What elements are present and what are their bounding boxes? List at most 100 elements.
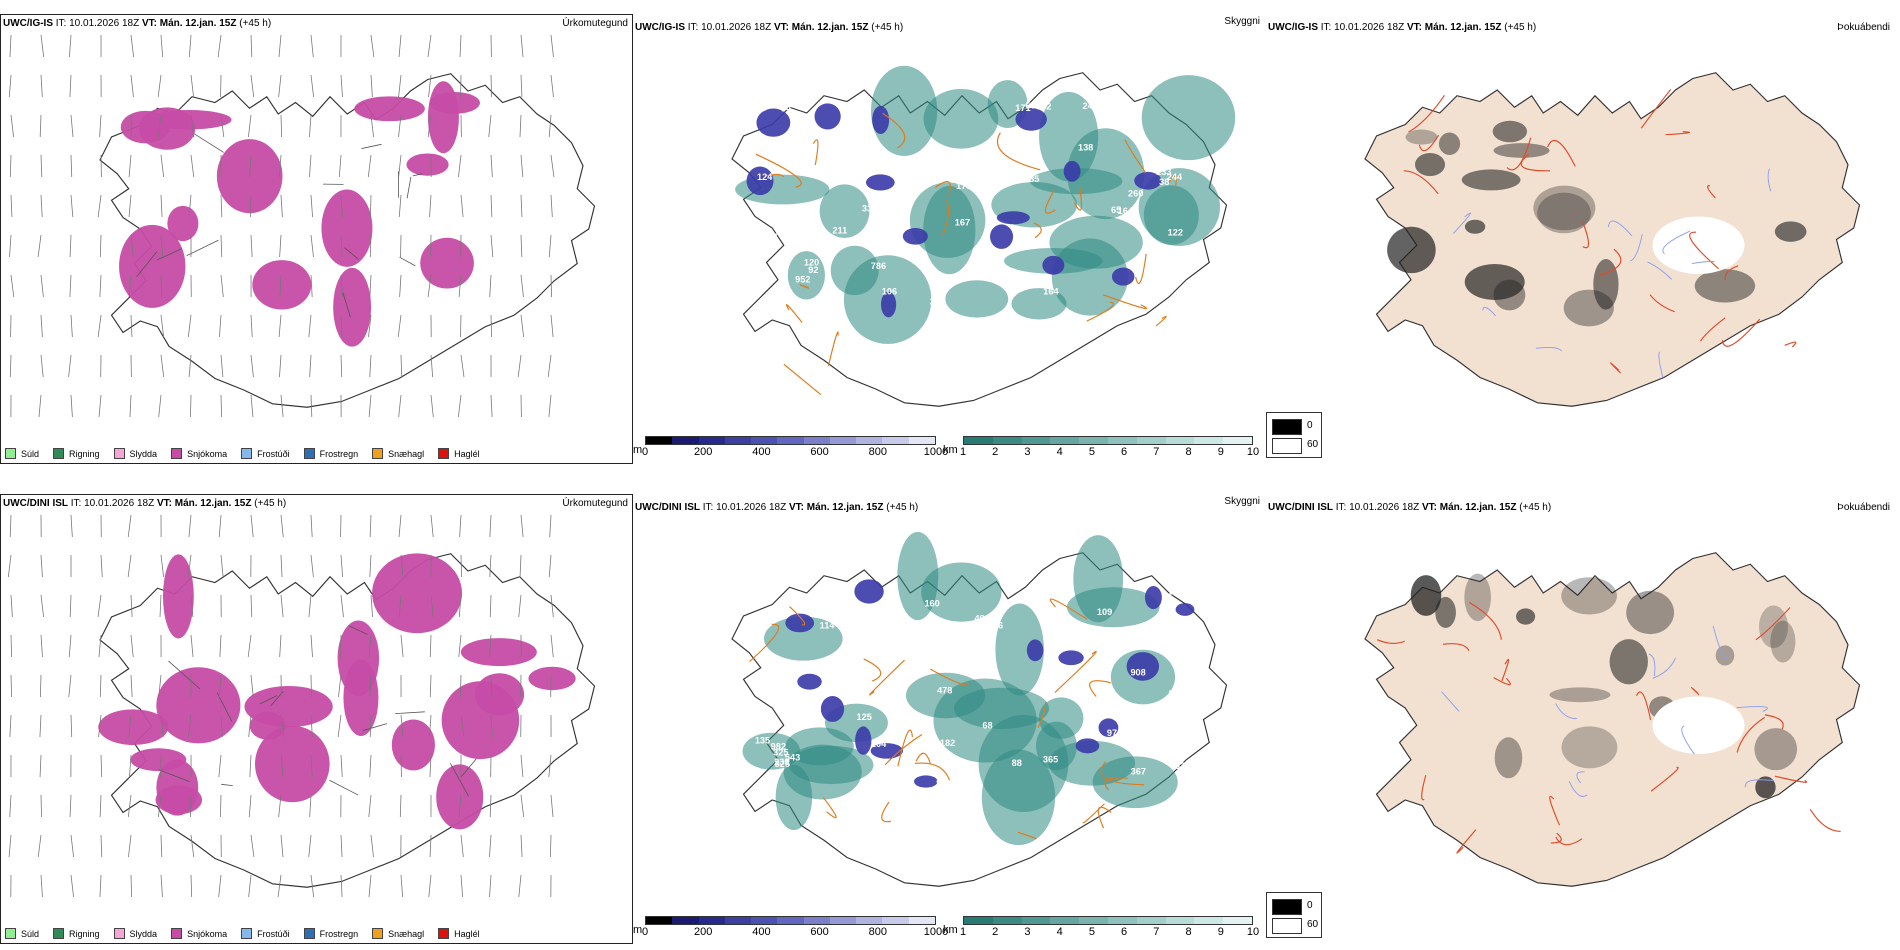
fog-map-group bbox=[1364, 72, 1861, 407]
wind-barb bbox=[520, 514, 524, 538]
fog-area bbox=[1461, 169, 1521, 191]
visibility-color-step bbox=[1223, 437, 1252, 444]
wind-barb bbox=[130, 34, 135, 58]
cloudbase-label: 976 bbox=[1180, 628, 1195, 638]
cloudbase-label: 231 bbox=[884, 156, 899, 166]
road-line bbox=[1089, 680, 1111, 697]
cloudbase-label: 260 bbox=[1128, 189, 1143, 199]
low-cloudbase-area bbox=[1026, 639, 1044, 662]
low-visibility-area bbox=[1011, 288, 1067, 320]
road-line bbox=[822, 797, 837, 819]
road-line bbox=[783, 364, 822, 396]
cloudbase-label: 178 bbox=[956, 181, 971, 191]
wind-barb bbox=[160, 554, 164, 578]
road-line bbox=[1649, 294, 1675, 313]
visibility-color-step bbox=[1079, 917, 1108, 924]
wind-barb bbox=[219, 634, 222, 658]
river-line bbox=[1568, 781, 1588, 797]
cloudbase-label: 365 bbox=[1043, 754, 1058, 764]
region-border bbox=[194, 133, 224, 153]
visibility-color-step bbox=[1136, 437, 1166, 444]
snow-area bbox=[436, 764, 484, 830]
wind-barb bbox=[460, 354, 465, 378]
visibility-color-step bbox=[1050, 437, 1080, 444]
wind-barb bbox=[550, 314, 554, 338]
wind-barb bbox=[550, 194, 553, 218]
river-line bbox=[1767, 168, 1772, 192]
road-line bbox=[1809, 809, 1841, 833]
river-line bbox=[1745, 779, 1775, 788]
panel-header: UWC/IG-IS IT: 10.01.2026 18Z VT: Mán. 12… bbox=[1268, 22, 1536, 34]
wind-barb bbox=[370, 834, 374, 858]
cloudbase-color-step bbox=[751, 917, 778, 924]
wind-barb bbox=[427, 114, 432, 138]
wind-barb bbox=[340, 554, 344, 578]
low-cloudbase-area bbox=[902, 227, 928, 245]
low-cloudbase-area bbox=[855, 726, 872, 755]
cloudbase-color-step bbox=[856, 437, 883, 444]
wind-barb bbox=[40, 274, 44, 298]
road-line bbox=[1555, 836, 1583, 846]
cloudbase-tick: 0 bbox=[641, 926, 649, 938]
wind-barb bbox=[8, 74, 12, 98]
visibility-color-step bbox=[1194, 917, 1224, 924]
init-time: 10.01.2026 18Z bbox=[701, 22, 772, 33]
cloudbase-label: 114 bbox=[820, 620, 836, 630]
cloudbase-label: 244 bbox=[1167, 172, 1183, 182]
visibility-color-step bbox=[1021, 437, 1051, 444]
cloudbase-label: 367 bbox=[1131, 767, 1146, 777]
river-line bbox=[1648, 653, 1656, 677]
cloudbase-label: 21 bbox=[768, 232, 778, 242]
road-line bbox=[1102, 294, 1147, 310]
wind-barb bbox=[250, 234, 253, 258]
wind-barb bbox=[370, 114, 374, 138]
wind-barb bbox=[99, 794, 102, 818]
wind-barb bbox=[218, 514, 222, 538]
wind-barb bbox=[550, 634, 554, 658]
wind-barb bbox=[490, 154, 493, 178]
low-cloudbase-area bbox=[1111, 267, 1135, 286]
cloudbase-label: 134 bbox=[750, 264, 766, 274]
visibility-color-scale bbox=[963, 916, 1253, 925]
fog-area bbox=[1464, 219, 1486, 234]
wind-barb bbox=[278, 794, 282, 818]
wind-barb bbox=[130, 674, 133, 698]
fog-area bbox=[1561, 726, 1618, 769]
road-line bbox=[1097, 806, 1112, 829]
low-visibility-area bbox=[763, 616, 843, 661]
wind-barb bbox=[340, 754, 343, 778]
legend-item-3: Snjókoma bbox=[171, 928, 227, 939]
wind-barb bbox=[130, 314, 133, 338]
wind-barb bbox=[280, 834, 284, 858]
wind-barb bbox=[160, 834, 163, 858]
wind-barb bbox=[340, 74, 343, 98]
legend-item-2: Slydda bbox=[113, 928, 157, 939]
cloudbase-tick: 800 bbox=[868, 446, 887, 458]
cloudbase-label: 38 bbox=[1159, 177, 1169, 187]
wind-barb bbox=[370, 74, 373, 98]
region-border bbox=[362, 723, 388, 731]
cloudbase-label: 156 bbox=[988, 620, 1003, 630]
wind-barb bbox=[369, 354, 372, 378]
fog-area bbox=[1537, 192, 1591, 234]
visibility-color-step bbox=[1223, 917, 1252, 924]
wind-barb bbox=[460, 714, 465, 738]
wind-barb bbox=[369, 554, 372, 578]
cloudbase-label: 135 bbox=[755, 735, 770, 745]
wind-barb bbox=[157, 794, 162, 818]
fog-map bbox=[1364, 72, 1861, 407]
wind-barb bbox=[489, 274, 492, 298]
road-line bbox=[1104, 777, 1128, 791]
wind-barb bbox=[128, 154, 132, 178]
wind-barb bbox=[220, 354, 224, 378]
wind-barb bbox=[518, 874, 522, 898]
wind-barb bbox=[398, 34, 402, 58]
low-cloudbase-area bbox=[996, 211, 1030, 225]
cloudbase-label: 330 bbox=[862, 204, 877, 214]
wind-barb bbox=[97, 194, 102, 218]
cloudbase-label: 92 bbox=[808, 265, 818, 275]
snow-area bbox=[420, 237, 474, 289]
wind-barb bbox=[518, 594, 522, 618]
road-line bbox=[1403, 170, 1439, 195]
road-line bbox=[1100, 761, 1145, 786]
